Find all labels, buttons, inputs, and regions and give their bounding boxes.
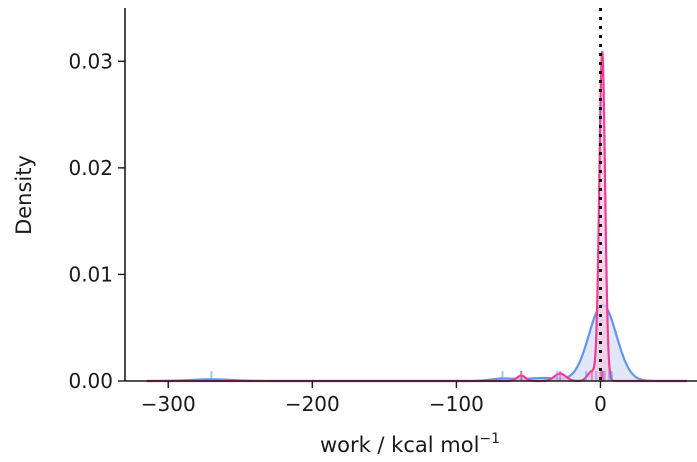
y-axis-ticks: 0.00 0.01 0.02 0.03 [68, 49, 125, 393]
x-axis-title: work / kcal mol−1 [320, 431, 500, 457]
y-tick-label: 0.01 [68, 262, 113, 286]
y-axis-title: Density [12, 155, 36, 235]
y-tick-label: 0.00 [68, 369, 113, 393]
x-tick-label: 0 [594, 392, 607, 416]
x-tick-label: −300 [141, 392, 196, 416]
y-tick-label: 0.02 [68, 156, 113, 180]
x-axis-title-superscript: −1 [479, 431, 500, 447]
x-tick-label: −100 [429, 392, 484, 416]
rug-marks [210, 371, 613, 381]
y-tick-label: 0.03 [68, 49, 113, 73]
x-axis-ticks: −300 −200 −100 0 [141, 381, 607, 416]
kde-curves [146, 51, 687, 383]
x-tick-label: −200 [285, 392, 340, 416]
